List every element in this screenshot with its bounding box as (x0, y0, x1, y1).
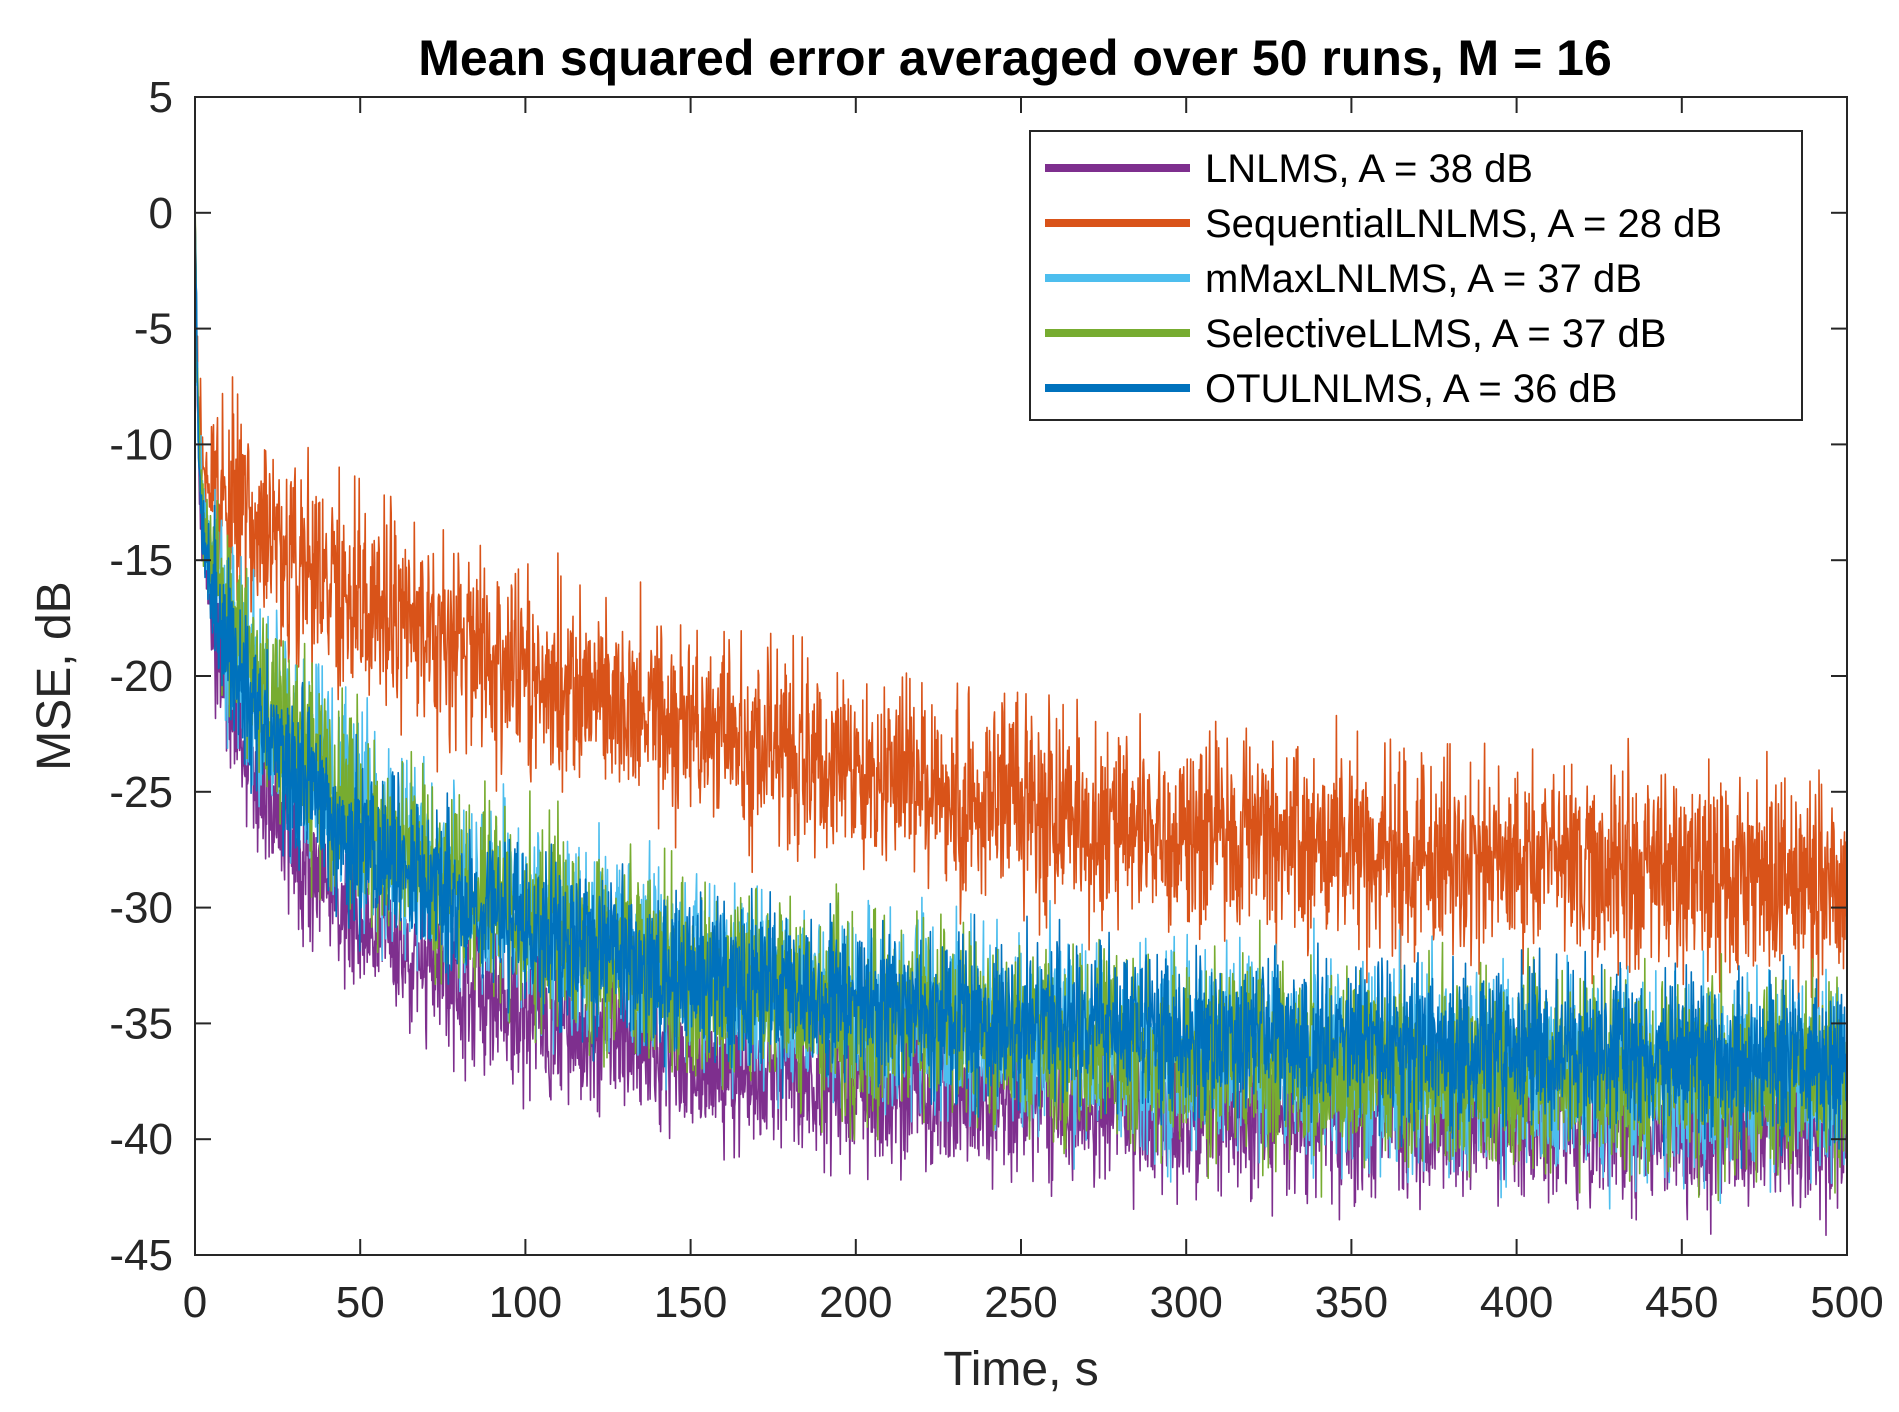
x-tick-label: 350 (1315, 1278, 1388, 1327)
legend-label: SequentialLNLMS, A = 28 dB (1205, 202, 1722, 246)
y-tick-label: -40 (109, 1115, 173, 1164)
series-line-4 (194, 212, 1848, 1169)
y-tick-label: -45 (109, 1231, 173, 1280)
legend-label: SelectiveLLMS, A = 37 dB (1205, 312, 1666, 356)
x-tick-label: 300 (1149, 1278, 1222, 1327)
x-tick-label: 400 (1480, 1278, 1553, 1327)
y-tick-label: -15 (109, 536, 173, 585)
ticks-layer: 0 50 100 150 200 250 300 350 400 450 50050-5-10-15… (109, 73, 1883, 1327)
y-tick-label: 0 (149, 189, 173, 238)
chart-title: Mean squared error averaged over 50 runs… (418, 30, 1612, 86)
x-tick-label: 250 (984, 1278, 1057, 1327)
legend-label: mMaxLNLMS, A = 37 dB (1205, 257, 1642, 301)
x-axis-label: Time, s (943, 1343, 1099, 1396)
y-tick-label: -25 (109, 768, 173, 817)
series-line-3 (194, 201, 1848, 1202)
x-tick-label: 50 (336, 1278, 385, 1327)
legend-label: OTULNLMS, A = 36 dB (1205, 367, 1617, 411)
x-tick-label: 100 (489, 1278, 562, 1327)
x-tick-label: 200 (819, 1278, 892, 1327)
x-tick-label: 150 (654, 1278, 727, 1327)
y-tick-label: -10 (109, 420, 173, 469)
x-tick-label: 500 (1810, 1278, 1883, 1327)
y-axis-label: MSE, dB (28, 581, 81, 770)
series-layer (194, 201, 1848, 1236)
y-tick-label: 5 (149, 73, 173, 122)
y-tick-label: -20 (109, 652, 173, 701)
series-line-1 (194, 212, 1848, 1009)
legend: LNLMS, A = 38 dB SequentialLNLMS, A = 28 … (1029, 130, 1803, 421)
y-tick-label: -5 (134, 305, 173, 354)
y-tick-label: -30 (109, 884, 173, 933)
y-tick-label: -35 (109, 999, 173, 1048)
x-tick-label: 450 (1645, 1278, 1718, 1327)
x-tick-label: 0 (183, 1278, 207, 1327)
legend-label: LNLMS, A = 38 dB (1205, 147, 1533, 191)
